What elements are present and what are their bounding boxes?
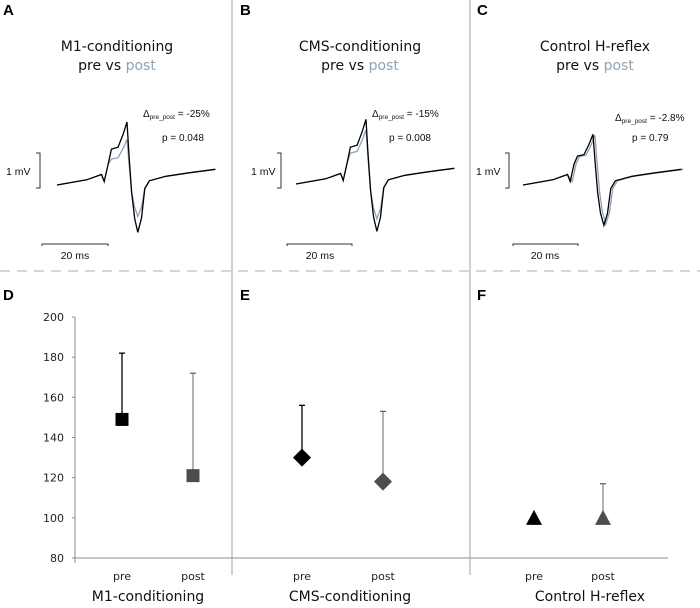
subtitle-pre: pre vs bbox=[78, 58, 125, 74]
marker-pre bbox=[526, 509, 542, 525]
panel-a: A M1-conditioning pre vs post Δpre_post … bbox=[3, 2, 216, 262]
y-tick-label: 80 bbox=[50, 552, 64, 565]
delta-annotation: Δpre_post = -25% bbox=[143, 109, 210, 121]
trace-post bbox=[56, 139, 216, 219]
time-scale-label: 20 ms bbox=[306, 250, 335, 262]
subtitle-pre: pre vs bbox=[556, 58, 603, 74]
p-value: p = 0.79 bbox=[632, 133, 669, 144]
x-category-label: post bbox=[371, 570, 395, 583]
panel-b-title: CMS-conditioning bbox=[299, 39, 421, 55]
subtitle-post: post bbox=[126, 58, 157, 74]
marker-post bbox=[595, 509, 611, 525]
time-scale-bar bbox=[41, 243, 109, 246]
y-tick-label: 100 bbox=[43, 512, 64, 525]
group-label-control: Control H-reflex bbox=[535, 589, 645, 605]
y-tick-label: 160 bbox=[43, 391, 64, 404]
panel-c-subtitle: pre vs post bbox=[556, 58, 634, 74]
amplitude-scale-bar bbox=[277, 152, 282, 189]
delta-annotation: Δpre_post = -2.8% bbox=[615, 113, 685, 125]
x-category-label: post bbox=[181, 570, 205, 583]
trace-pre bbox=[522, 134, 682, 228]
group-label-cms: CMS-conditioning bbox=[289, 589, 411, 605]
marker-post bbox=[186, 469, 200, 483]
panel-letter-d: D bbox=[3, 287, 14, 304]
trace-post bbox=[522, 135, 684, 227]
p-value: p = 0.008 bbox=[389, 133, 431, 144]
amplitude-scale-label: 1 mV bbox=[476, 166, 501, 178]
panel-c-title: Control H-reflex bbox=[540, 39, 650, 55]
panel-letter-c: C bbox=[477, 2, 488, 19]
time-scale-bar bbox=[286, 243, 353, 246]
y-tick-label: 140 bbox=[43, 432, 64, 445]
time-scale-bar bbox=[512, 243, 579, 246]
time-scale-label: 20 ms bbox=[531, 250, 560, 262]
x-category-label: pre bbox=[293, 570, 311, 583]
marker-pre bbox=[115, 412, 129, 426]
subtitle-post: post bbox=[369, 58, 400, 74]
trace-pre bbox=[56, 121, 216, 233]
x-category-label: pre bbox=[525, 570, 543, 583]
delta-annotation: Δpre_post = -15% bbox=[372, 109, 439, 121]
panel-b-subtitle: pre vs post bbox=[321, 58, 399, 74]
panel-a-subtitle: pre vs post bbox=[78, 58, 156, 74]
marker-pre bbox=[293, 448, 311, 467]
panel-letter-a: A bbox=[3, 2, 14, 19]
x-category-label: pre bbox=[113, 570, 131, 583]
panel-b: B CMS-conditioning pre vs post Δpre_post… bbox=[240, 2, 455, 262]
amplitude-scale-label: 1 mV bbox=[251, 166, 276, 178]
group-label-m1: M1-conditioning bbox=[92, 589, 204, 605]
x-category-label: post bbox=[591, 570, 615, 583]
panel-letter-f: F bbox=[477, 287, 486, 304]
subtitle-pre: pre vs bbox=[321, 58, 368, 74]
amplitude-scale-bar bbox=[505, 152, 510, 189]
trace-pre bbox=[295, 119, 455, 232]
panel-letter-e: E bbox=[240, 287, 250, 304]
y-tick-label: 180 bbox=[43, 351, 64, 364]
y-tick-label: 120 bbox=[43, 472, 64, 485]
panel-a-title: M1-conditioning bbox=[61, 39, 173, 55]
panel-c: C Control H-reflex pre vs post Δpre_post… bbox=[476, 2, 685, 262]
p-value: p = 0.048 bbox=[162, 133, 204, 144]
amplitude-scale-bar bbox=[36, 152, 41, 189]
panel-letter-b: B bbox=[240, 2, 251, 19]
marker-post bbox=[374, 472, 392, 491]
amplitude-scale-label: 1 mV bbox=[6, 166, 31, 178]
time-scale-label: 20 ms bbox=[61, 250, 90, 262]
y-tick-label: 200 bbox=[43, 311, 64, 324]
subtitle-post: post bbox=[604, 58, 635, 74]
